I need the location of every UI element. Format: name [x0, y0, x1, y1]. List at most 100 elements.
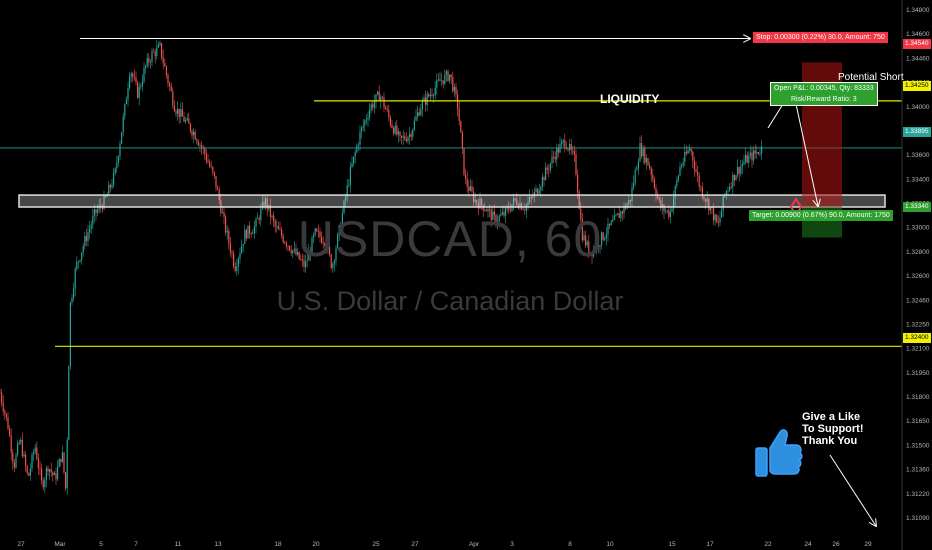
candle-body [49, 469, 51, 472]
candle-body [250, 233, 252, 235]
candle-body [389, 117, 391, 125]
candle-body [516, 199, 518, 206]
candle-body [196, 139, 198, 142]
candle-body [311, 237, 313, 254]
time-tick: 27 [17, 541, 25, 548]
candle-body [537, 188, 539, 194]
price-tick: 1.34000 [906, 104, 930, 111]
price-tick: 1.33400 [906, 176, 930, 183]
candle-body [193, 131, 195, 136]
candle-body [476, 199, 478, 204]
time-tick: 11 [175, 541, 182, 548]
candle-body [658, 197, 660, 201]
candle-body [242, 243, 244, 247]
candle-body [556, 147, 558, 160]
price-tag: 1.34540 [903, 39, 931, 49]
candle-body [577, 174, 579, 193]
candle-body [596, 242, 598, 250]
candle-body [508, 207, 510, 211]
risk-reward-label: Risk/Reward Ratio: 3 [790, 96, 857, 103]
candle-body [354, 152, 356, 157]
candle-body [69, 302, 71, 367]
candle-body [706, 198, 708, 202]
candle-body [581, 219, 583, 241]
candle-body [121, 132, 123, 144]
candle-body [170, 86, 172, 92]
candle-body [649, 165, 651, 168]
candle-body [439, 79, 441, 81]
candle-body [633, 182, 635, 188]
candle-body [68, 366, 70, 440]
candle-body [306, 260, 308, 262]
candle-body [377, 91, 379, 95]
candle-body [741, 164, 743, 167]
candle-body [562, 140, 564, 142]
candle-body [466, 178, 468, 187]
candle-body [145, 65, 147, 69]
candle-body [548, 169, 550, 171]
candle-body [493, 211, 495, 216]
candle-body [252, 233, 254, 235]
candle-body [434, 87, 436, 96]
candle-body [412, 129, 414, 137]
candle-body [618, 213, 620, 218]
candle-body [604, 237, 606, 240]
candle-body [23, 454, 25, 457]
candle-body [721, 210, 723, 218]
candle-body [7, 417, 9, 430]
price-tick: 1.32800 [906, 249, 930, 256]
candle-body [682, 162, 684, 166]
candle-body [183, 116, 185, 122]
candle-body [269, 205, 271, 217]
time-axis[interactable]: 27 Mar 5 7 11 13 18 20 25 27 Apr 3 8 10 15 17 22 24 26 29 [17, 541, 872, 548]
candle-body [567, 148, 569, 150]
candle-body [276, 226, 278, 228]
time-tick: 24 [804, 541, 812, 548]
candle-body [97, 209, 99, 214]
candle-body [87, 232, 89, 241]
candle-body [623, 205, 625, 214]
time-tick: 10 [606, 541, 614, 548]
candle-body [553, 156, 555, 158]
price-axis[interactable]: 1.348001.346001.344601.342401.340001.338… [906, 7, 930, 522]
candle-body [61, 452, 63, 462]
candle-body [228, 230, 230, 244]
candle-body [79, 259, 81, 262]
candle-body [522, 209, 524, 211]
candle-body [185, 120, 187, 122]
candle-body [149, 61, 151, 63]
candle-body [281, 230, 283, 237]
candle-body [607, 223, 609, 235]
candle-body [417, 112, 419, 117]
candle-body [138, 87, 140, 98]
candle-body [693, 161, 695, 170]
watermark-symbol: USDCAD, 60 [297, 211, 603, 267]
candle-body [669, 211, 671, 217]
candle-body [698, 175, 700, 187]
candle-body [668, 210, 670, 217]
candle-body [210, 166, 212, 168]
candle-body [42, 480, 44, 488]
candle-body [293, 248, 295, 251]
candle-body [287, 245, 289, 247]
candle-body [727, 190, 729, 192]
candle-body [421, 101, 423, 110]
candle-body [433, 95, 435, 97]
price-tick: 1.31800 [906, 394, 930, 401]
candle-body [29, 468, 31, 476]
price-tag: 1.32400 [903, 333, 931, 343]
candle-body [591, 254, 593, 257]
candle-body [404, 136, 406, 140]
candle-body [28, 473, 30, 476]
candle-body [0, 392, 1, 394]
candle-body [735, 175, 737, 181]
candle-body [479, 198, 481, 209]
candle-body [461, 132, 463, 149]
pnl-pointer [767, 103, 784, 129]
candle-body [237, 258, 239, 267]
candle-body [532, 196, 534, 198]
candle-body [191, 130, 193, 136]
candle-body [129, 76, 131, 89]
candle-body [13, 462, 15, 468]
